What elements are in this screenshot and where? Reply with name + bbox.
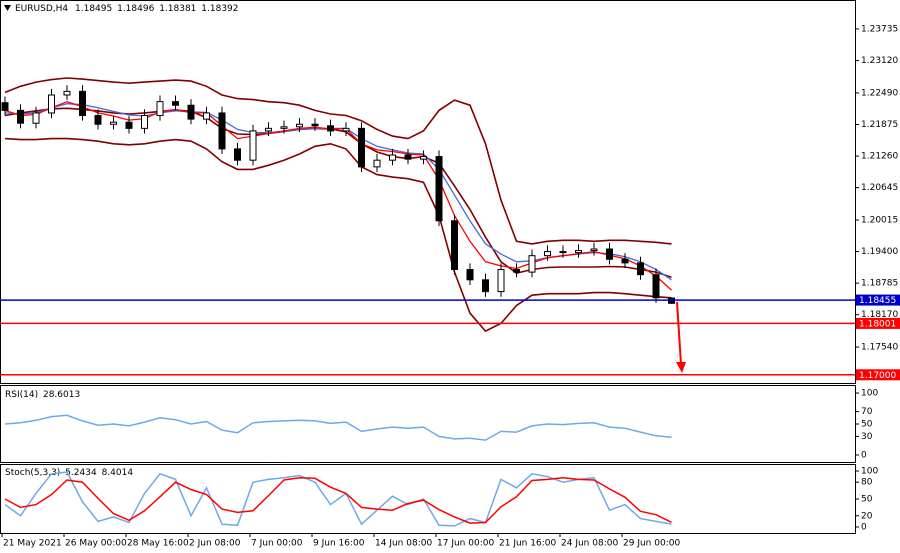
price-level-box bbox=[856, 294, 900, 306]
candle-body bbox=[125, 121, 133, 129]
y-tick-label: 1.23120 bbox=[861, 56, 898, 66]
candle-body bbox=[218, 112, 226, 150]
candle-body bbox=[327, 125, 334, 132]
oscillator-line bbox=[4, 476, 672, 524]
x-tick-label: 9 Jun 16:00 bbox=[313, 539, 365, 549]
candle-body bbox=[280, 126, 288, 129]
candle-body bbox=[528, 255, 536, 273]
candle-body bbox=[187, 104, 195, 120]
candle-body bbox=[420, 156, 427, 160]
candle-body bbox=[172, 101, 179, 106]
price-level-box bbox=[856, 317, 900, 329]
y-tick-label: 1.19400 bbox=[861, 247, 898, 257]
y-tick-label: 100 bbox=[861, 467, 878, 477]
y-tick-label: 1.23735 bbox=[861, 25, 898, 35]
y-tick-label: 1.18785 bbox=[861, 279, 898, 289]
y-tick-label: 1.20015 bbox=[861, 215, 898, 225]
candle-body bbox=[265, 127, 272, 132]
stoch-title: Stoch(5,3,3) 5.2434 8.4014 bbox=[5, 468, 133, 478]
candle-body bbox=[451, 220, 458, 271]
y-tick-label: 50 bbox=[861, 420, 873, 430]
candle-body bbox=[156, 101, 164, 117]
main-panel bbox=[0, 0, 856, 384]
price-level-box bbox=[856, 369, 900, 381]
y-tick-label: 100 bbox=[861, 389, 878, 399]
candle-body bbox=[17, 109, 24, 124]
x-tick-label: 21 Jun 16:00 bbox=[499, 539, 556, 549]
y-tick-label: 1.17540 bbox=[861, 343, 898, 353]
menu-triangle[interactable] bbox=[4, 5, 11, 11]
candle-body bbox=[296, 123, 303, 128]
candle-body bbox=[621, 258, 629, 264]
y-tick-label: 70 bbox=[861, 407, 873, 417]
y-tick-label: 80 bbox=[861, 478, 873, 488]
indicator-line bbox=[4, 137, 672, 333]
y-tick-label: 1.21875 bbox=[861, 120, 898, 130]
y-tick-label: 1.22490 bbox=[861, 88, 898, 98]
y-tick-label: 20 bbox=[861, 511, 873, 521]
candle-body bbox=[79, 90, 86, 117]
candle-body bbox=[342, 127, 350, 132]
y-tick-label: 0 bbox=[861, 523, 867, 533]
indicator-line bbox=[4, 77, 672, 245]
x-tick-label: 26 May 00:00 bbox=[65, 539, 127, 549]
y-tick-label: 1.21260 bbox=[861, 152, 898, 162]
candle-body bbox=[48, 94, 55, 114]
candle-body bbox=[466, 269, 474, 281]
y-tick-label: 30 bbox=[861, 432, 873, 442]
indicator-line bbox=[4, 101, 672, 291]
x-tick-label: 17 Jun 00:00 bbox=[437, 539, 494, 549]
price-level-label: 1.17000 bbox=[859, 371, 896, 381]
forecast-arrow bbox=[676, 301, 682, 365]
candle-body bbox=[234, 148, 241, 161]
plot-layer: 1.23735 1.23120 1.22490 1.21875 1.21260 1.206… bbox=[0, 25, 900, 549]
candle-body bbox=[110, 121, 117, 125]
x-tick-label: 2 Jun 08:00 bbox=[189, 539, 241, 549]
candle-body bbox=[311, 123, 319, 127]
y-tick-label: 50 bbox=[861, 495, 873, 505]
candle-body bbox=[435, 156, 443, 222]
candle-body bbox=[32, 112, 40, 124]
indicator-line bbox=[4, 107, 672, 278]
candle-body bbox=[373, 159, 381, 168]
candle-body bbox=[497, 269, 505, 293]
candle-body bbox=[404, 154, 412, 160]
oscillator-line bbox=[4, 414, 672, 441]
candle-body bbox=[606, 248, 613, 260]
x-tick-label: 29 Jun 00:00 bbox=[623, 539, 680, 549]
candle-body bbox=[358, 127, 365, 168]
x-tick-label: 7 Jun 00:00 bbox=[251, 539, 303, 549]
candle-body bbox=[94, 115, 102, 125]
candle-body bbox=[141, 115, 148, 129]
price-level-label: 1.18455 bbox=[859, 296, 896, 306]
x-tick-label: 24 Jun 08:00 bbox=[561, 539, 618, 549]
y-tick-label: 1.20645 bbox=[861, 183, 898, 193]
candle-body bbox=[652, 274, 660, 299]
x-tick-label: 14 Jun 08:00 bbox=[375, 539, 432, 549]
candle-body bbox=[513, 269, 520, 273]
rsi-title: RSI(14) 28.6013 bbox=[5, 390, 80, 400]
symbol-title: EURUSD,H4 1.18495 1.18496 1.18381 1.1839… bbox=[15, 4, 239, 14]
price-level-label: 1.18001 bbox=[859, 319, 896, 329]
y-tick-label: 0 bbox=[861, 451, 867, 461]
candle-body bbox=[1, 102, 9, 111]
candle-body bbox=[389, 154, 396, 161]
forecast-arrowhead bbox=[676, 362, 686, 373]
candle-body bbox=[482, 279, 489, 293]
x-tick-label: 21 May 2021 bbox=[3, 539, 62, 549]
candle-body bbox=[249, 130, 257, 161]
y-tick-label: 1.18170 bbox=[861, 310, 898, 320]
x-tick-label: 28 May 16:00 bbox=[127, 539, 189, 549]
candle-body bbox=[590, 248, 598, 252]
candle-body bbox=[203, 112, 210, 120]
candle-body bbox=[559, 251, 567, 254]
oscillator-line bbox=[4, 471, 672, 527]
candle-body bbox=[544, 251, 551, 257]
candle-body bbox=[575, 250, 582, 254]
rsi-panel bbox=[0, 385, 856, 463]
candle-body bbox=[637, 262, 644, 276]
candle-body bbox=[63, 90, 71, 96]
